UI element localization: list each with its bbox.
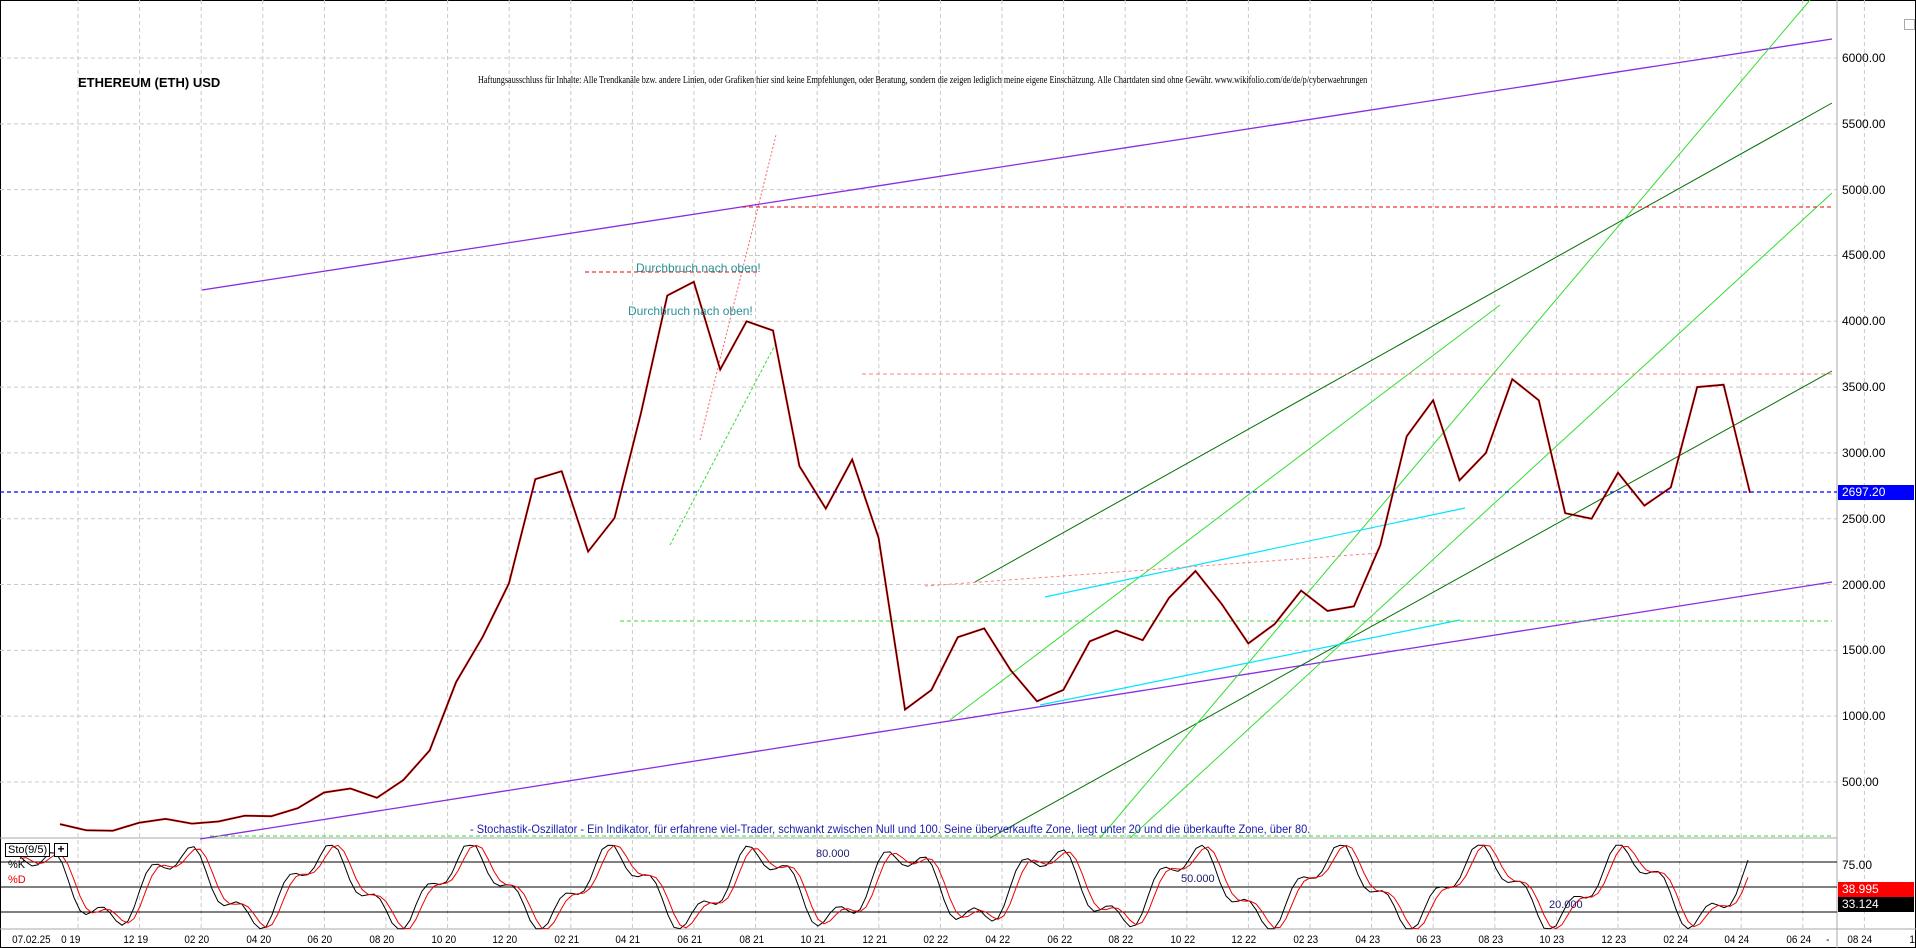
annotation-breakout-2: Durchbruch nach oben! [628, 304, 753, 318]
time-tick: - [1826, 934, 1830, 946]
annotation-breakout-1: Durchbruch nach oben! [636, 261, 761, 275]
price-tick: 2500.00 [1842, 511, 1886, 526]
time-tick: 08 21 [738, 934, 764, 946]
d-value-badge: 33.124 [1838, 897, 1914, 912]
time-tick: 08 20 [369, 934, 395, 946]
time-tick: 04 21 [615, 934, 641, 946]
price-series-outline [59, 281, 1751, 832]
stochastic-label[interactable]: Sto(9/5) [5, 843, 51, 857]
add-indicator-icon[interactable]: + [54, 843, 68, 857]
k-legend: %K [8, 859, 26, 871]
price-tick: 5500.00 [1842, 116, 1886, 131]
time-tick: 10 20 [430, 934, 456, 946]
time-tick: 12 21 [862, 934, 887, 946]
time-tick: 07.02.25 [12, 934, 51, 946]
time-tick: 0 19 [61, 934, 81, 946]
chart-title: ETHEREUM (ETH) USD [78, 75, 221, 90]
time-tick: 12 23 [1601, 934, 1627, 946]
channel-upper [201, 38, 1833, 291]
stochastic-description: - Stochastik-Oszillator - Ein Indikator,… [470, 822, 1311, 836]
level-20-label: 20.000 [1549, 899, 1583, 911]
k-value-badge: 38.995 [1838, 882, 1914, 897]
time-tick: 02 23 [1293, 934, 1319, 946]
time-tick: 08 23 [1478, 934, 1503, 946]
price-tick: 2000.00 [1842, 577, 1886, 592]
time-tick: 02 21 [554, 934, 579, 946]
minimize-icon[interactable] [1904, 19, 1915, 30]
time-tick: 02 20 [184, 934, 210, 946]
time-tick: 12 22 [1231, 934, 1257, 946]
time-tick: 02 22 [923, 934, 949, 946]
price-tick: 4500.00 [1842, 248, 1886, 263]
price-tick: 1000.00 [1842, 709, 1886, 724]
time-tick: 10 21 [800, 934, 826, 946]
time-tick: 04 20 [246, 934, 271, 946]
price-tick: 5000.00 [1842, 182, 1886, 197]
time-tick: 04 24 [1724, 934, 1750, 946]
time-tick: 12 19 [122, 934, 148, 946]
time-tick: 08 24 [1847, 934, 1873, 946]
time-tick: 06 20 [307, 934, 333, 946]
time-tick: 12 20 [492, 934, 518, 946]
time-tick: 06 24 [1786, 934, 1811, 946]
price-tick: 6000.00 [1842, 51, 1886, 65]
d-legend: %D [8, 874, 26, 886]
time-tick: 06 23 [1416, 934, 1442, 946]
time-tick: 08 22 [1108, 934, 1134, 946]
time-tick: 10 22 [1170, 934, 1195, 946]
price-series [59, 280, 1751, 832]
price-tick: 500.00 [1842, 775, 1879, 789]
level-80-label: 80.000 [816, 848, 850, 860]
price-tick: 4000.00 [1842, 314, 1886, 329]
time-tick: 04 23 [1354, 934, 1380, 946]
time-tick: 02 24 [1662, 934, 1688, 946]
channel-lower [199, 581, 1833, 840]
level-50-label: 50.000 [1181, 873, 1215, 885]
disclaimer-text: Haftungsausschluss für Inhalte: Alle Tre… [478, 75, 1368, 86]
time-tick: 04 22 [985, 934, 1011, 946]
time-tick: 06 22 [1046, 934, 1072, 946]
time-tick: 10 24 [1909, 934, 1916, 946]
price-tick: 3000.00 [1842, 445, 1886, 460]
price-tick: 3500.00 [1842, 380, 1886, 395]
time-tick: 06 21 [677, 934, 703, 946]
last-price-badge: 2697.20 [1838, 485, 1914, 500]
sto-axis-75: 75.00 [1842, 858, 1873, 872]
price-tick: 1500.00 [1842, 643, 1886, 658]
time-tick: 10 23 [1539, 934, 1565, 946]
